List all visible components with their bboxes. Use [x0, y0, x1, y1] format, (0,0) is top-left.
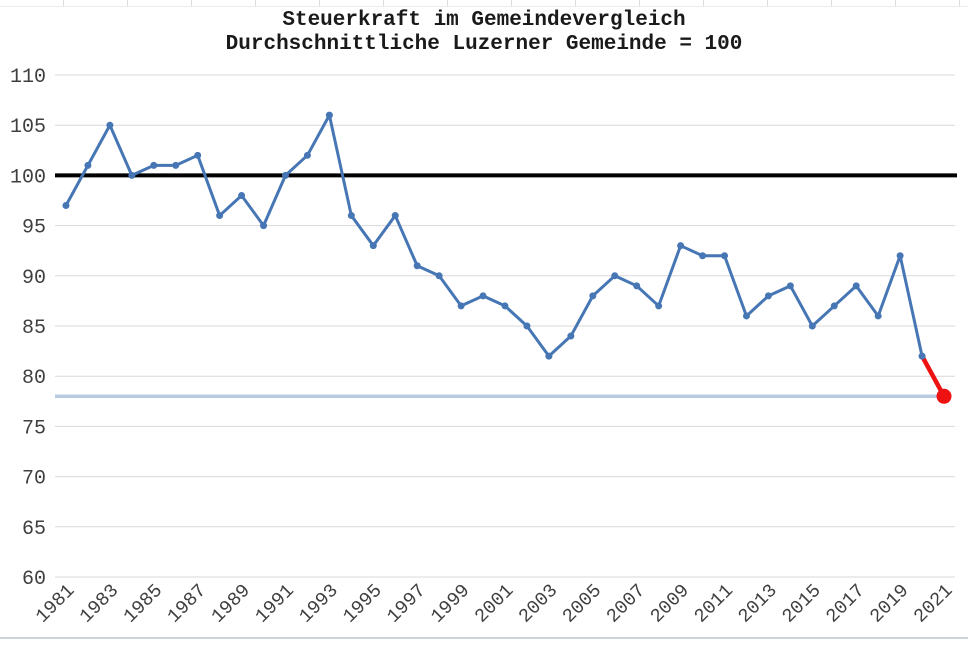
- data-point-marker: [413, 262, 421, 270]
- data-point-marker: [501, 302, 509, 310]
- x-tick-label: 1987: [163, 580, 211, 628]
- data-point-marker: [874, 312, 882, 320]
- data-point-marker: [457, 302, 465, 310]
- spreadsheet-cell-strip: [0, 0, 968, 7]
- final-point-dot: [936, 388, 952, 404]
- final-segment: [919, 353, 947, 399]
- y-tick-label: 85: [22, 317, 46, 340]
- x-tick-label: 2005: [558, 580, 606, 628]
- y-tick-label: 100: [10, 166, 46, 189]
- x-tick-label: 1983: [75, 580, 123, 628]
- x-tick-label: 2017: [822, 580, 870, 628]
- chart-title: Steuerkraft im Gemeindevergleich: [282, 9, 686, 32]
- series-line: [64, 113, 924, 358]
- data-point-marker: [172, 161, 180, 169]
- x-tick-label: 1993: [295, 580, 343, 628]
- data-point-marker: [523, 322, 531, 330]
- x-tick-label: 2009: [646, 580, 694, 628]
- x-tick-label: 2001: [470, 580, 518, 628]
- x-tick-label: 1997: [383, 580, 431, 628]
- data-point-marker: [721, 252, 729, 260]
- data-point-marker: [545, 352, 553, 360]
- y-tick-label: 110: [10, 66, 46, 89]
- x-tick-label: 2015: [778, 580, 826, 628]
- data-point-marker: [742, 312, 750, 320]
- data-point-marker: [764, 292, 772, 300]
- data-point-marker: [216, 212, 224, 220]
- data-point-marker: [347, 212, 355, 220]
- data-point-marker: [896, 252, 904, 260]
- y-tick-label: 95: [22, 217, 46, 240]
- data-point-marker: [260, 222, 268, 230]
- data-point-marker: [128, 171, 136, 179]
- data-point-marker: [84, 161, 92, 169]
- data-point-marker: [677, 242, 685, 250]
- y-tick-label: 60: [22, 568, 46, 591]
- y-tick-label: 90: [22, 267, 46, 290]
- x-tick-label: 1999: [427, 580, 475, 628]
- data-point-marker: [194, 151, 202, 159]
- x-tick-label: 1995: [339, 580, 387, 628]
- y-tick-label: 75: [22, 417, 46, 440]
- y-tick-label: 105: [10, 116, 46, 139]
- data-point-marker: [633, 282, 641, 290]
- data-point-marker: [391, 212, 399, 220]
- data-point-marker: [62, 202, 70, 210]
- data-point-marker: [369, 242, 377, 250]
- data-point-marker: [589, 292, 597, 300]
- x-tick-label: 2019: [866, 580, 914, 628]
- data-point-marker: [435, 272, 443, 280]
- data-point-marker: [830, 302, 838, 310]
- spreadsheet-bottom-border: [0, 637, 968, 639]
- x-tick-label: 2007: [602, 580, 650, 628]
- data-point-marker: [238, 191, 246, 199]
- data-point-marker: [106, 121, 114, 129]
- data-point-marker: [303, 151, 311, 159]
- x-tick-label: 2011: [690, 580, 738, 628]
- data-point-marker: [655, 302, 663, 310]
- data-point-marker: [325, 111, 333, 119]
- x-tick-label: 2003: [514, 580, 562, 628]
- data-point-marker: [808, 322, 816, 330]
- x-tick-label: 2013: [734, 580, 782, 628]
- x-tick-label: 1989: [207, 580, 255, 628]
- chart-title-block: Steuerkraft im Gemeindevergleich Durchsc…: [0, 9, 968, 57]
- data-point-marker: [699, 252, 707, 260]
- y-tick-label: 65: [22, 518, 46, 541]
- x-tick-label: 1991: [251, 580, 299, 628]
- y-tick-label: 70: [22, 468, 46, 491]
- data-point-marker: [611, 272, 619, 280]
- data-point-marker: [786, 282, 794, 290]
- y-tick-label: 80: [22, 367, 46, 390]
- data-point-marker: [567, 332, 575, 340]
- data-point-marker: [281, 171, 289, 179]
- data-point-marker: [918, 352, 926, 360]
- chart-subtitle: Durchschnittliche Luzerner Gemeinde = 10…: [225, 33, 743, 56]
- x-tick-label: 2021: [909, 580, 957, 628]
- x-tick-label: 1985: [119, 580, 167, 628]
- data-point-marker: [150, 161, 158, 169]
- data-point-marker: [479, 292, 487, 300]
- data-point-marker: [852, 282, 860, 290]
